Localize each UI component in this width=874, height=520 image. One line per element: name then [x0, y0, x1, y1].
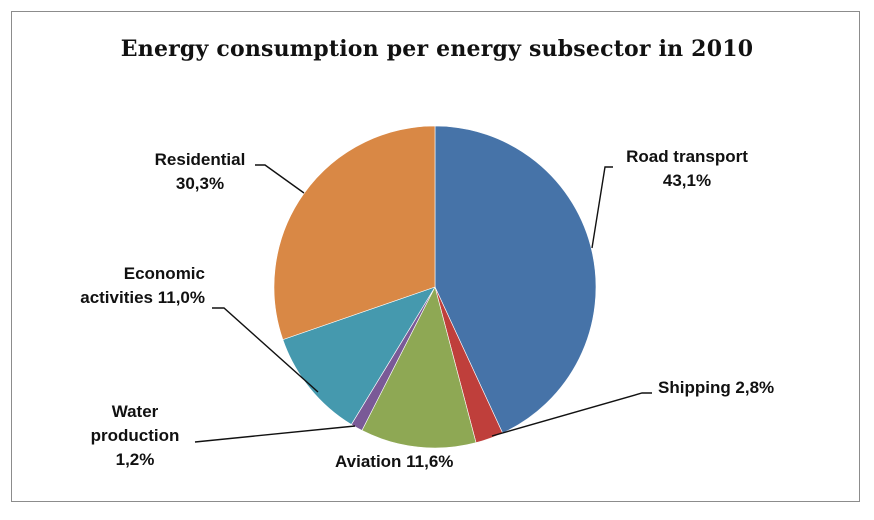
pie-slice-residential: [273, 125, 436, 341]
slice-label-aviation: Aviation 11,6%: [335, 450, 453, 474]
slice-label-economic-activities-line2: activities 11,0%: [80, 288, 205, 307]
leader-line-residential: [255, 164, 305, 194]
slice-label-shipping: Shipping 2,8%: [658, 376, 774, 400]
slice-label-residential-value: 30,3%: [175, 174, 225, 193]
pie-slice-road-transport: [434, 125, 597, 434]
leader-line-economic-activities: [212, 307, 319, 393]
slice-label-road-transport-value: 43,1%: [662, 171, 712, 190]
slice-label-residential-name: Residential: [154, 150, 246, 169]
slice-label-water-production-line2: production: [90, 426, 180, 445]
pie-slice-economic-activities: [282, 286, 436, 425]
leader-line-road-transport: [591, 166, 613, 249]
leader-line-water-production: [194, 425, 356, 443]
slice-label-water-production-line3: 1,2%: [115, 450, 155, 469]
slice-label-aviation-text: Aviation 11,6%: [335, 452, 454, 471]
slice-label-economic-activities-line1: Economic: [123, 264, 205, 283]
slice-label-road-transport-name: Road transport: [626, 147, 748, 166]
slice-label-residential: Residential 30,3%: [130, 148, 270, 196]
leader-line-shipping: [491, 392, 652, 437]
slice-label-shipping-text: Shipping 2,8%: [658, 378, 775, 397]
slice-label-water-production-line1: Water: [111, 402, 159, 421]
chart-title: Energy consumption per energy subsector …: [120, 36, 754, 62]
slice-label-road-transport: Road transport 43,1%: [602, 145, 772, 193]
slice-label-economic-activities: Economic activities 11,0%: [40, 262, 205, 310]
slice-label-water-production: Water production 1,2%: [70, 400, 200, 472]
pie-slice-aviation: [361, 286, 477, 449]
